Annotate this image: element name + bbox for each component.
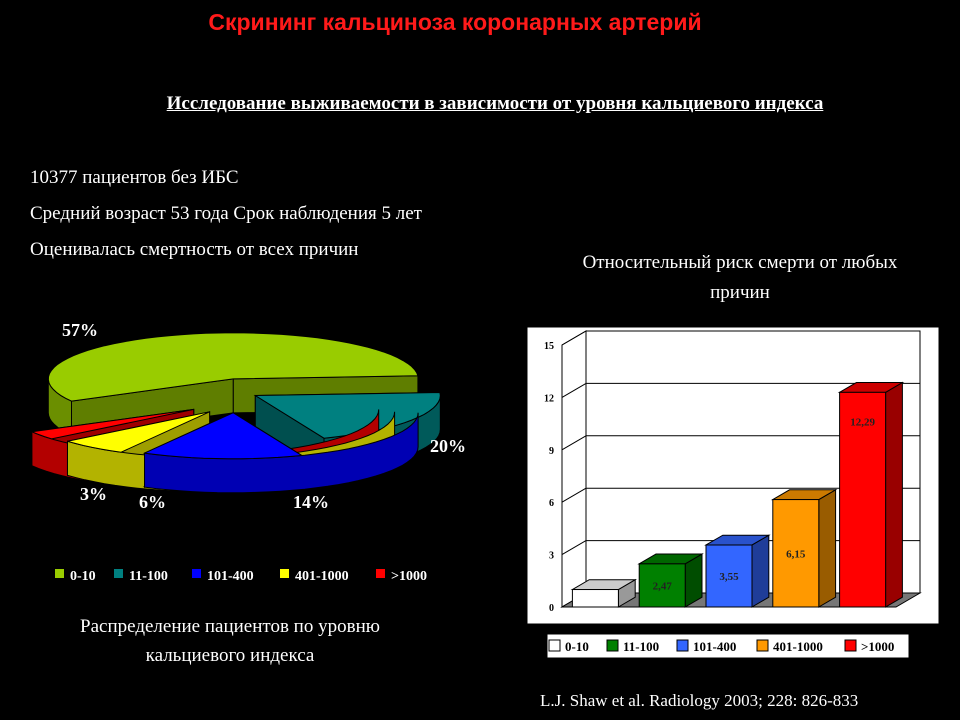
pie-value-label: 57% xyxy=(62,320,98,340)
pie-value-label: 14% xyxy=(293,492,329,512)
bar-data-label: 12,29 xyxy=(850,416,875,428)
bar-front xyxy=(571,589,619,608)
bar-front xyxy=(638,563,686,608)
bar-front xyxy=(772,499,820,608)
bar-data-label: 3,55 xyxy=(719,571,739,583)
slide-title: Скрининг кальциноза коронарных артерий xyxy=(208,9,702,35)
pie-slice-top xyxy=(30,408,194,440)
pie-legend-label: >1000 xyxy=(391,569,427,584)
bar-front xyxy=(839,391,887,608)
bar-chart-title: Относительный риск смерти от любых причи… xyxy=(582,252,898,303)
bar->1000: 12,29 xyxy=(837,381,905,608)
pie-legend-label: 401-1000 xyxy=(295,569,349,584)
bar-data-label: 6,15 xyxy=(786,548,806,560)
pie-legend-label: 11-100 xyxy=(129,569,168,584)
bar-legend-swatch xyxy=(606,639,619,652)
bar-y-tick: 3 xyxy=(549,551,554,562)
bar-legend-label: >1000 xyxy=(861,639,894,654)
bar-legend-swatch xyxy=(676,639,689,652)
pie-slice-top xyxy=(47,332,419,402)
pie-slice-top xyxy=(142,412,304,460)
pie-slice-101-400 xyxy=(142,411,419,494)
bar-11-100: 2,47 xyxy=(637,553,704,608)
bar-y-tick: 6 xyxy=(549,498,554,509)
pie-slice-top xyxy=(67,411,210,453)
pie-legend-swatch xyxy=(55,569,64,578)
fact-age-followup: Средний возраст 53 года Срок наблюдения … xyxy=(30,203,422,224)
bar-side-wall xyxy=(561,330,587,608)
pie-legend-swatch xyxy=(376,569,385,578)
bar-gridline-side xyxy=(561,435,587,451)
study-subtitle: Исследование выживаемости в зависимости … xyxy=(166,93,824,114)
bar-legend-label: 401-1000 xyxy=(773,639,823,654)
bar-legend-label: 11-100 xyxy=(623,639,659,654)
bar-legend-label: 0-10 xyxy=(565,639,589,654)
bar-gridline-side xyxy=(561,540,587,556)
pie-legend-label: 0-10 xyxy=(70,569,96,584)
bar-legend-swatch xyxy=(756,639,769,652)
citation: L.J. Shaw et al. Radiology 2003; 228: 82… xyxy=(540,691,859,710)
bar-side xyxy=(885,381,903,608)
bar-legend-swatch xyxy=(548,639,561,652)
pie-slice-rim xyxy=(142,412,419,494)
bar-y-tick: 15 xyxy=(544,341,554,352)
fact-patients: 10377 пациентов без ИБС xyxy=(30,167,239,188)
bar-101-400: 3,55 xyxy=(704,534,771,608)
bar-401-1000: 6,15 xyxy=(770,488,838,608)
pie-legend-label: 101-400 xyxy=(207,569,254,584)
bar-gridline-side xyxy=(561,487,587,503)
pie-value-label: 3% xyxy=(80,484,107,504)
bar-legend-swatch xyxy=(844,639,857,652)
bar-side xyxy=(818,488,837,608)
pie-chart-caption: Распределение пациентов по уровню кальци… xyxy=(80,616,380,666)
bar-y-tick: 9 xyxy=(549,446,554,457)
pie-value-label: 20% xyxy=(430,436,466,456)
bar-0-10 xyxy=(570,578,638,608)
pie-legend: 0-10 11-100 101-400 401-1000 >1000 xyxy=(55,569,427,584)
pie-legend-swatch xyxy=(192,569,201,578)
bar-legend-label: 101-400 xyxy=(693,639,736,654)
bar-data-label: 2,47 xyxy=(653,580,673,592)
bar-side xyxy=(751,534,770,608)
pie-legend-swatch xyxy=(280,569,289,578)
fact-mortality: Оценивалась смертность от всех причин xyxy=(30,239,359,260)
bar-chart: 0 3 6 9 12 15 2,47 3,55 6,15 12,29 0-10 11-100 101-4… xyxy=(526,326,940,659)
bar-gridline-side xyxy=(561,382,587,398)
pie-chart: 57% 20% 14% 6% 3% xyxy=(30,320,466,512)
bar-front xyxy=(705,544,753,608)
pie-value-label: 6% xyxy=(139,492,166,512)
pie-legend-swatch xyxy=(114,569,123,578)
bar-y-tick: 0 xyxy=(549,603,554,614)
bar-y-tick: 12 xyxy=(544,393,554,404)
bar-gridline-side xyxy=(561,330,587,346)
